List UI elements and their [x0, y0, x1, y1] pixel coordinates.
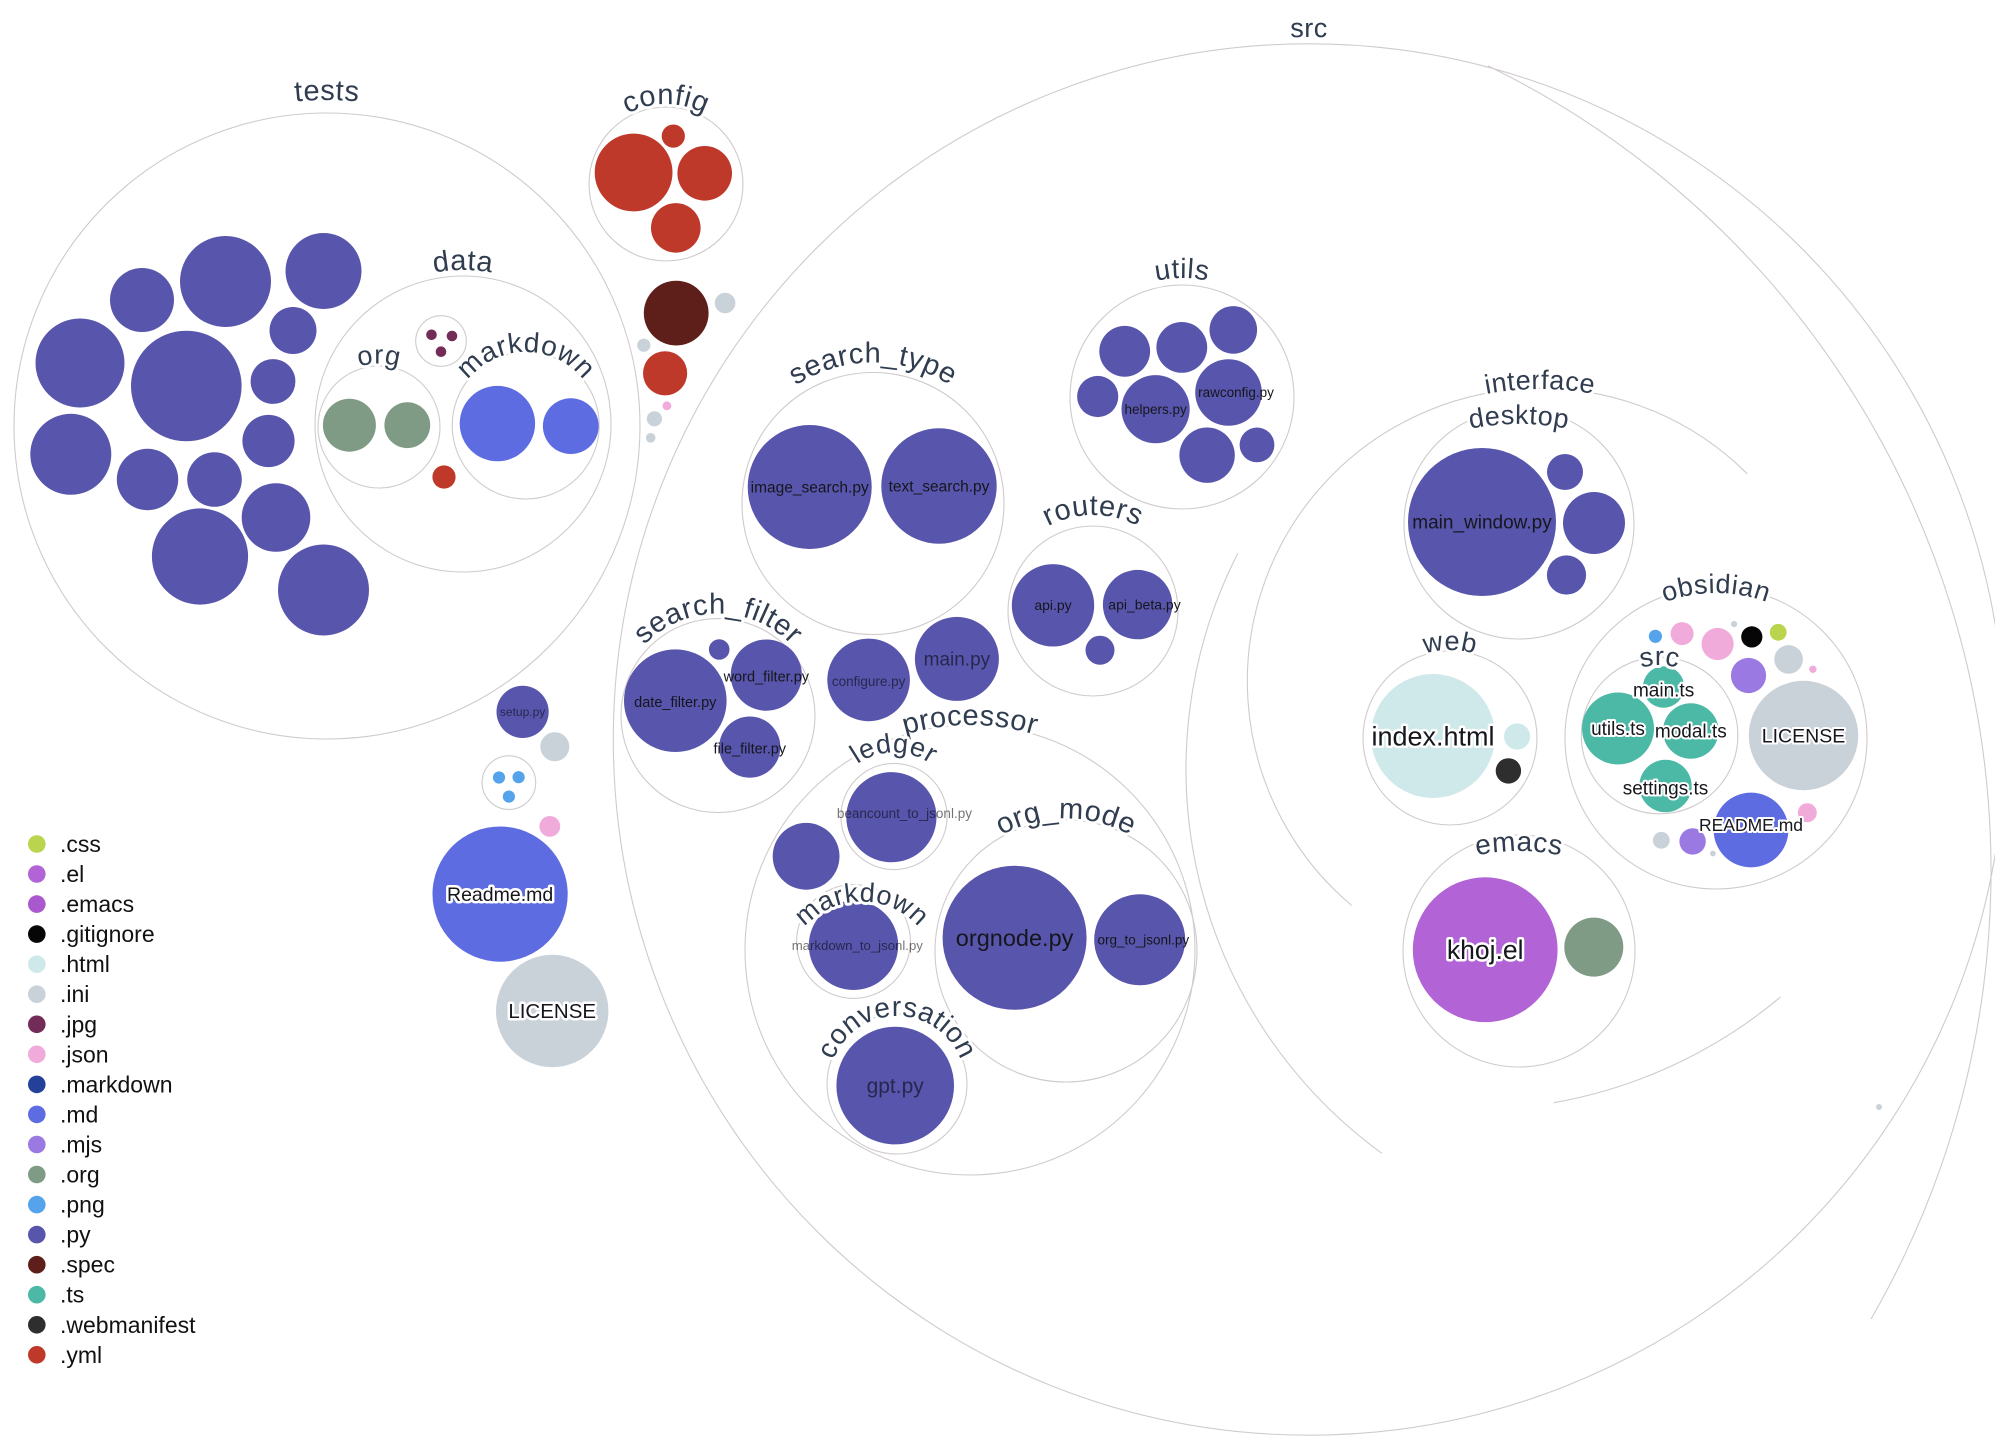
svg-text:src: src: [1290, 13, 1328, 43]
svg-text:api_beta.py: api_beta.py: [1108, 597, 1180, 613]
svg-text:LICENSE: LICENSE: [1762, 725, 1845, 747]
svg-text:utils: utils: [1152, 253, 1212, 287]
svg-text:.ts: .ts: [60, 1282, 84, 1308]
svg-text:beancount_to_jsonl.py: beancount_to_jsonl.py: [837, 806, 972, 821]
svg-text:README.md: README.md: [1699, 815, 1803, 835]
svg-text:modal.ts: modal.ts: [1655, 722, 1727, 743]
svg-text:data: data: [431, 245, 496, 280]
svg-text:date_filter.py: date_filter.py: [634, 695, 717, 711]
svg-text:gpt.py: gpt.py: [867, 1075, 925, 1098]
svg-text:.html: .html: [60, 951, 110, 977]
svg-text:main_window.py: main_window.py: [1412, 513, 1552, 534]
svg-text:.markdown: .markdown: [60, 1071, 172, 1097]
svg-text:emacs: emacs: [1473, 826, 1566, 862]
svg-text:settings.ts: settings.ts: [1623, 779, 1709, 800]
svg-text:.png: .png: [60, 1192, 105, 1218]
svg-text:LICENSE: LICENSE: [508, 1000, 596, 1023]
svg-text:.yml: .yml: [60, 1342, 102, 1368]
svg-text:interface: interface: [1482, 365, 1597, 400]
svg-text:.gitignore: .gitignore: [60, 921, 155, 947]
svg-text:helpers.py: helpers.py: [1124, 402, 1187, 417]
svg-text:setup.py: setup.py: [500, 705, 545, 719]
svg-text:org_to_jsonl.py: org_to_jsonl.py: [1098, 932, 1190, 947]
svg-text:.org: .org: [60, 1162, 100, 1188]
svg-text:khoj.el: khoj.el: [1447, 935, 1524, 965]
svg-text:.mjs: .mjs: [60, 1132, 102, 1158]
svg-text:.css: .css: [60, 831, 101, 857]
svg-text:configure.py: configure.py: [832, 674, 906, 689]
svg-text:utils.ts: utils.ts: [1591, 719, 1645, 740]
svg-text:api.py: api.py: [1034, 597, 1071, 613]
svg-text:orgnode.py: orgnode.py: [956, 925, 1074, 951]
svg-text:.jpg: .jpg: [60, 1011, 97, 1037]
svg-text:index.html: index.html: [1371, 722, 1494, 752]
svg-text:main.py: main.py: [924, 650, 991, 671]
svg-text:.webmanifest: .webmanifest: [60, 1312, 196, 1338]
svg-text:src: src: [1637, 641, 1682, 673]
svg-text:.md: .md: [60, 1101, 98, 1127]
svg-text:.json: .json: [60, 1041, 109, 1067]
svg-text:.spec: .spec: [60, 1252, 115, 1278]
svg-text:file_filter.py: file_filter.py: [714, 741, 787, 757]
svg-text:text_search.py: text_search.py: [889, 478, 990, 495]
svg-text:org: org: [354, 340, 403, 373]
svg-text:Readme.md: Readme.md: [447, 884, 553, 906]
svg-text:markdown_to_jsonl.py: markdown_to_jsonl.py: [792, 938, 924, 953]
svg-text:.py: .py: [60, 1222, 91, 1248]
svg-text:.el: .el: [60, 861, 84, 887]
svg-text:image_search.py: image_search.py: [751, 479, 869, 496]
svg-text:rawconfig.py: rawconfig.py: [1198, 385, 1274, 400]
svg-text:word_filter.py: word_filter.py: [723, 669, 810, 685]
svg-text:.emacs: .emacs: [60, 891, 134, 917]
svg-text:main.ts: main.ts: [1633, 681, 1694, 702]
svg-text:web: web: [1420, 626, 1481, 659]
svg-text:.ini: .ini: [60, 981, 89, 1007]
